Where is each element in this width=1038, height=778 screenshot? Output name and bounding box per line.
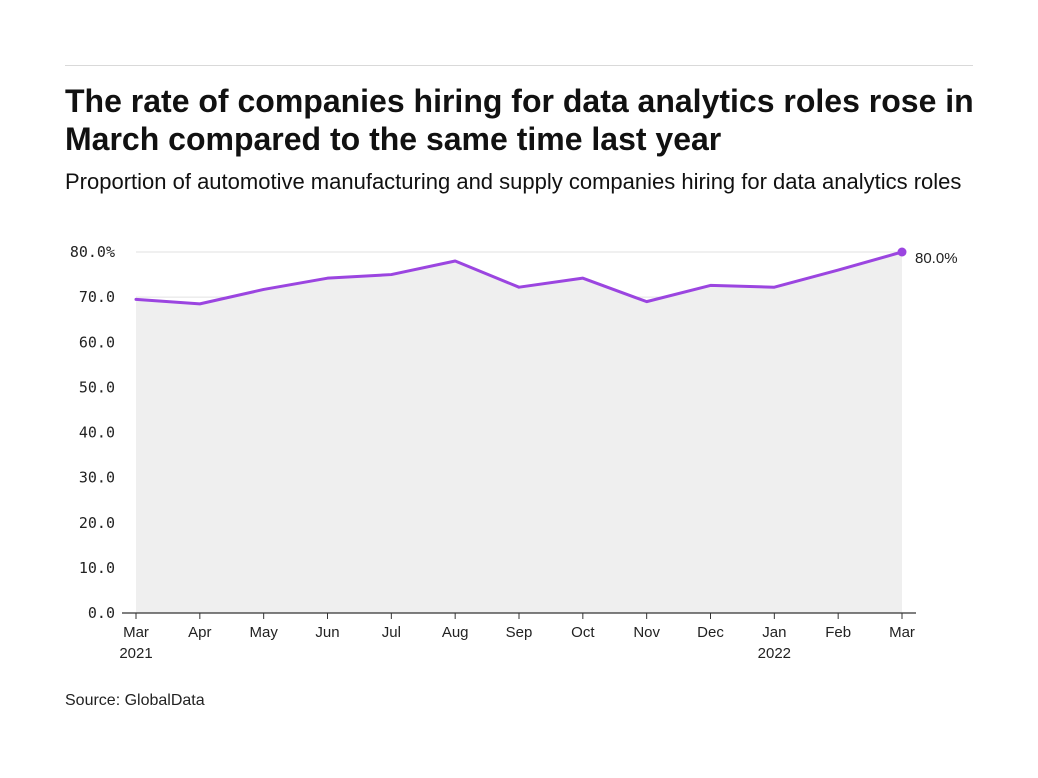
x-tick-label: Nov [633,624,660,641]
end-data-point [897,247,907,257]
chart-subtitle: Proportion of automotive manufacturing a… [65,169,962,194]
y-tick-label: 40.0 [79,424,115,442]
x-tick-label: Dec [697,624,724,641]
x-tick-label: Apr [188,624,211,641]
x-tick-label: Jun [315,624,339,641]
y-tick-label: 30.0 [79,469,115,487]
chart-title: The rate of companies hiring for data an… [65,83,974,157]
y-axis-ticks: 0.0 10.0 20.0 30.0 40.0 50.0 60.0 70.0 80.0% [70,243,115,622]
x-tick-label: Jul [382,624,401,641]
x-tick-label: May [249,624,278,641]
x-tick-label: Sep [506,624,533,641]
top-divider [65,65,973,66]
x-tick-label: Jan [762,624,786,641]
y-tick-label: 0.0 [88,604,115,622]
y-tick-label: 80.0% [70,243,115,261]
data-points [897,247,907,257]
x-tick-label: Mar [123,624,149,641]
x-tick-label: Aug [442,624,469,641]
area-fill [136,252,902,613]
y-tick-label: 50.0 [79,378,115,396]
y-tick-label: 60.0 [79,333,115,351]
x-tick-label: Mar [889,624,915,641]
end-value-label: 80.0% [915,250,958,267]
source-note: Source: GlobalData [65,692,205,709]
x-axis-ticks: Mar Apr May Jun Jul Aug Sep Oct Nov Dec Jan Feb Mar 2… [119,613,915,662]
x-year-label: 2022 [758,645,791,662]
x-year-label: 2021 [119,645,152,662]
y-tick-label: 70.0 [79,288,115,306]
y-tick-label: 20.0 [79,514,115,532]
series-line [134,250,904,306]
y-tick-label: 10.0 [79,559,115,577]
x-tick-label: Oct [571,624,595,641]
x-tick-label: Feb [825,624,851,641]
